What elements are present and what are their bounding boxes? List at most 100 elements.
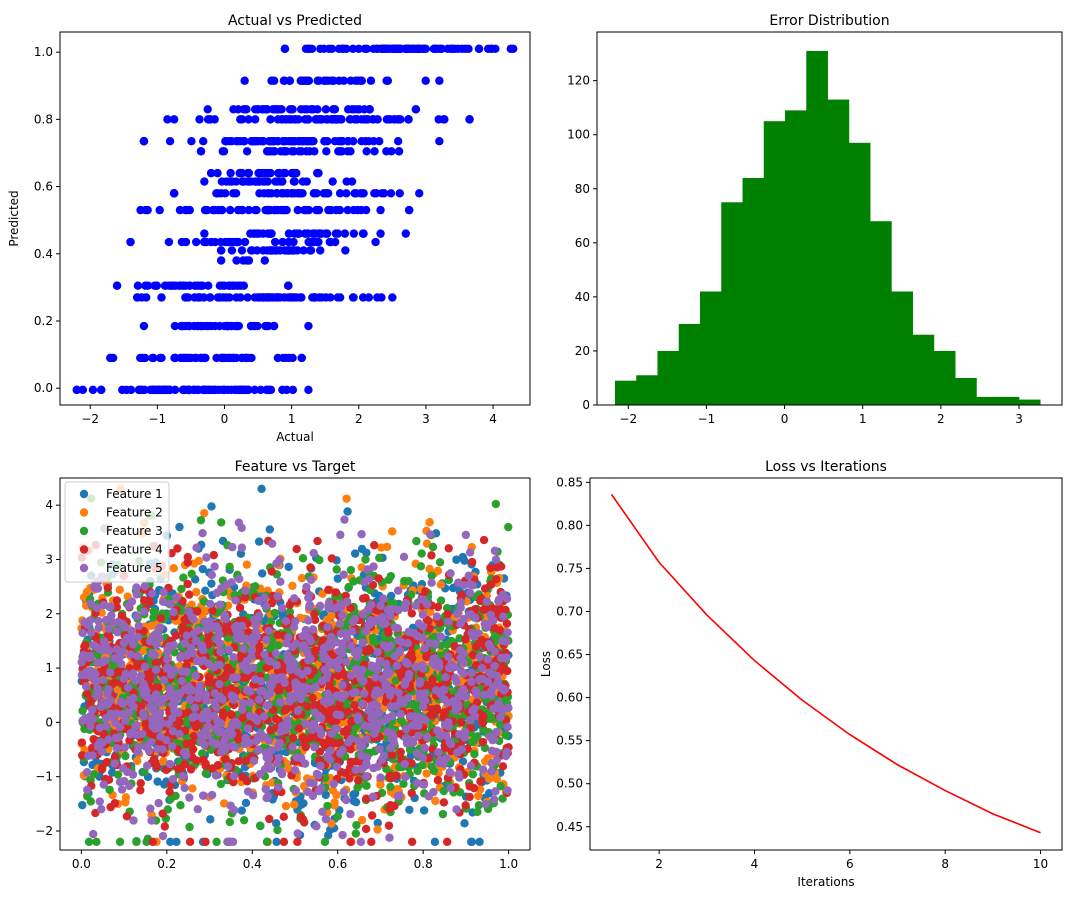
- data-point: [342, 177, 351, 186]
- data-point: [404, 205, 414, 215]
- data-point: [193, 385, 202, 395]
- data-point-feature-4: [77, 738, 87, 747]
- data-point-feature-3: [470, 749, 479, 759]
- y-tick-label: 0.0: [34, 381, 53, 395]
- data-point: [126, 385, 136, 395]
- data-point: [305, 147, 314, 156]
- data-point: [216, 256, 226, 265]
- data-point-feature-4: [367, 811, 377, 820]
- data-point: [289, 293, 299, 302]
- data-point: [234, 321, 243, 331]
- data-point: [256, 385, 265, 395]
- x-tick-label: −2: [81, 412, 99, 426]
- data-point-feature-4: [374, 574, 383, 583]
- histogram-bar: [870, 221, 892, 405]
- data-point: [169, 189, 179, 198]
- data-point: [342, 189, 351, 198]
- data-point: [244, 168, 254, 178]
- data-point: [313, 205, 322, 215]
- data-point: [233, 105, 243, 114]
- data-point: [244, 115, 253, 124]
- histogram-bar: [657, 350, 680, 405]
- data-point: [253, 105, 262, 114]
- data-point-feature-2: [147, 621, 156, 630]
- x-tick-label: −2: [619, 412, 637, 426]
- feature-vs-target-plot-area: [77, 484, 513, 847]
- data-point: [222, 137, 231, 146]
- data-point-feature-2: [169, 563, 178, 573]
- data-point-feature-3: [384, 575, 393, 584]
- data-point-feature-4: [235, 603, 245, 612]
- data-point: [273, 353, 283, 363]
- data-point-feature-1: [166, 837, 175, 847]
- data-point: [232, 293, 241, 302]
- data-point: [181, 293, 190, 302]
- data-point-feature-3: [185, 822, 194, 832]
- data-point: [165, 137, 175, 146]
- data-point-feature-2: [382, 542, 392, 551]
- data-point: [306, 237, 316, 247]
- data-point-feature-3: [417, 549, 426, 558]
- data-point: [340, 229, 350, 238]
- data-point-feature-4: [77, 751, 87, 760]
- data-point-feature-4: [156, 614, 166, 623]
- data-point-feature-3: [474, 801, 484, 810]
- data-point: [206, 168, 216, 178]
- data-point-feature-4: [301, 742, 310, 752]
- data-point-feature-4: [477, 635, 486, 645]
- data-point: [327, 44, 337, 54]
- data-point: [179, 281, 188, 290]
- data-point-feature-3: [181, 718, 191, 728]
- data-point-feature-4: [97, 765, 107, 774]
- data-point: [345, 115, 355, 124]
- data-point: [315, 229, 325, 238]
- data-point: [290, 168, 299, 178]
- data-point-feature-3: [412, 536, 421, 546]
- data-point-feature-2: [481, 757, 490, 766]
- y-tick-label: 40: [575, 290, 590, 304]
- data-point-feature-3: [416, 562, 426, 571]
- data-point: [240, 237, 250, 247]
- data-point: [325, 237, 334, 247]
- data-point-feature-4: [361, 647, 370, 656]
- data-point-feature-4: [158, 809, 167, 818]
- data-point: [304, 205, 314, 215]
- data-point: [383, 76, 393, 85]
- data-point-feature-3: [115, 837, 125, 847]
- data-point: [435, 76, 444, 85]
- data-point-feature-4: [236, 650, 246, 660]
- data-point-feature-2: [357, 815, 367, 825]
- error-distribution-plot-area: [614, 50, 1041, 405]
- data-point-feature-3: [113, 770, 123, 779]
- data-point: [253, 321, 262, 331]
- data-point: [246, 246, 256, 255]
- data-point-feature-2: [281, 801, 291, 811]
- data-point-feature-1: [373, 818, 382, 828]
- data-point: [335, 189, 345, 198]
- data-point-feature-4: [350, 701, 359, 710]
- data-point-feature-3: [217, 518, 226, 527]
- histogram-bar: [763, 121, 786, 405]
- x-tick-label: 1: [859, 412, 867, 426]
- data-point: [263, 205, 273, 215]
- data-point: [289, 246, 299, 255]
- data-point-feature-4: [442, 837, 452, 847]
- data-point: [171, 353, 180, 363]
- data-point-feature-4: [384, 628, 393, 637]
- y-tick-label: 0.4: [34, 247, 53, 261]
- data-point-feature-4: [298, 733, 308, 742]
- data-point: [242, 147, 252, 156]
- data-point-feature-4: [102, 757, 111, 767]
- data-point: [212, 189, 221, 198]
- data-point: [234, 385, 244, 395]
- data-point: [278, 177, 287, 186]
- y-axis-label: Predicted: [7, 190, 21, 246]
- x-tick-label: 2: [937, 412, 945, 426]
- data-point: [282, 385, 291, 395]
- data-point-feature-4: [502, 619, 512, 628]
- data-point: [419, 44, 428, 54]
- data-point: [304, 321, 313, 331]
- data-point: [281, 168, 290, 178]
- data-point: [279, 205, 289, 215]
